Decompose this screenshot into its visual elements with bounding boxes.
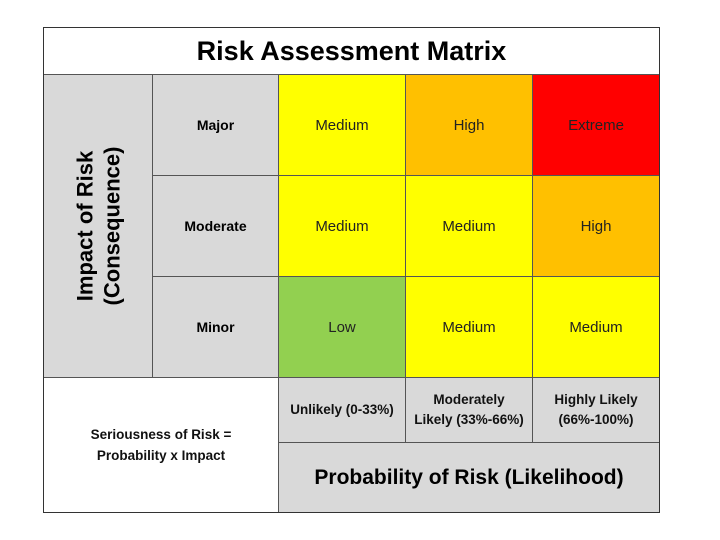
probability-highly-line2: (66%-100%) bbox=[558, 412, 634, 427]
risk-cell-major-moderately-likely: High bbox=[406, 75, 533, 176]
probability-unlikely-line1: Unlikely (0-33%) bbox=[290, 402, 394, 417]
risk-cell-minor-highly-likely: Medium bbox=[533, 277, 659, 378]
impact-axis-line1: Impact of Risk bbox=[72, 150, 98, 302]
probability-label-moderately-likely: Moderately Likely (33%-66%) bbox=[406, 378, 533, 443]
impact-label-major: Major bbox=[153, 75, 279, 176]
impact-axis-label: Impact of Risk (Consequence) bbox=[44, 75, 153, 378]
risk-cell-moderate-unlikely: Medium bbox=[279, 176, 406, 277]
probability-moderately-line2: Likely (33%-66%) bbox=[414, 412, 524, 427]
impact-axis-text: Impact of Risk (Consequence) bbox=[71, 147, 125, 306]
risk-cell-moderate-highly-likely: High bbox=[533, 176, 659, 277]
risk-matrix: Risk Assessment Matrix Impact of Risk (C… bbox=[43, 27, 660, 513]
impact-label-moderate: Moderate bbox=[153, 176, 279, 277]
probability-label-highly-likely: Highly Likely (66%-100%) bbox=[533, 378, 659, 443]
risk-cell-minor-unlikely: Low bbox=[279, 277, 406, 378]
formula-line2: Probability x Impact bbox=[96, 448, 226, 463]
impact-axis-line2: (Consequence) bbox=[99, 146, 125, 306]
probability-label-unlikely: Unlikely (0-33%) bbox=[279, 378, 406, 443]
impact-label-minor: Minor bbox=[153, 277, 279, 378]
probability-highly-line1: Highly Likely bbox=[554, 392, 638, 407]
probability-moderately-line1: Moderately bbox=[433, 392, 505, 407]
formula-line1: Seriousness of Risk = bbox=[90, 427, 232, 442]
risk-cell-major-highly-likely: Extreme bbox=[533, 75, 659, 176]
matrix-title: Risk Assessment Matrix bbox=[44, 28, 659, 75]
risk-cell-minor-moderately-likely: Medium bbox=[406, 277, 533, 378]
risk-cell-moderate-moderately-likely: Medium bbox=[406, 176, 533, 277]
probability-axis-label: Probability of Risk (Likelihood) bbox=[279, 443, 659, 512]
risk-formula: Seriousness of Risk = Probability x Impa… bbox=[44, 378, 279, 512]
risk-cell-major-unlikely: Medium bbox=[279, 75, 406, 176]
